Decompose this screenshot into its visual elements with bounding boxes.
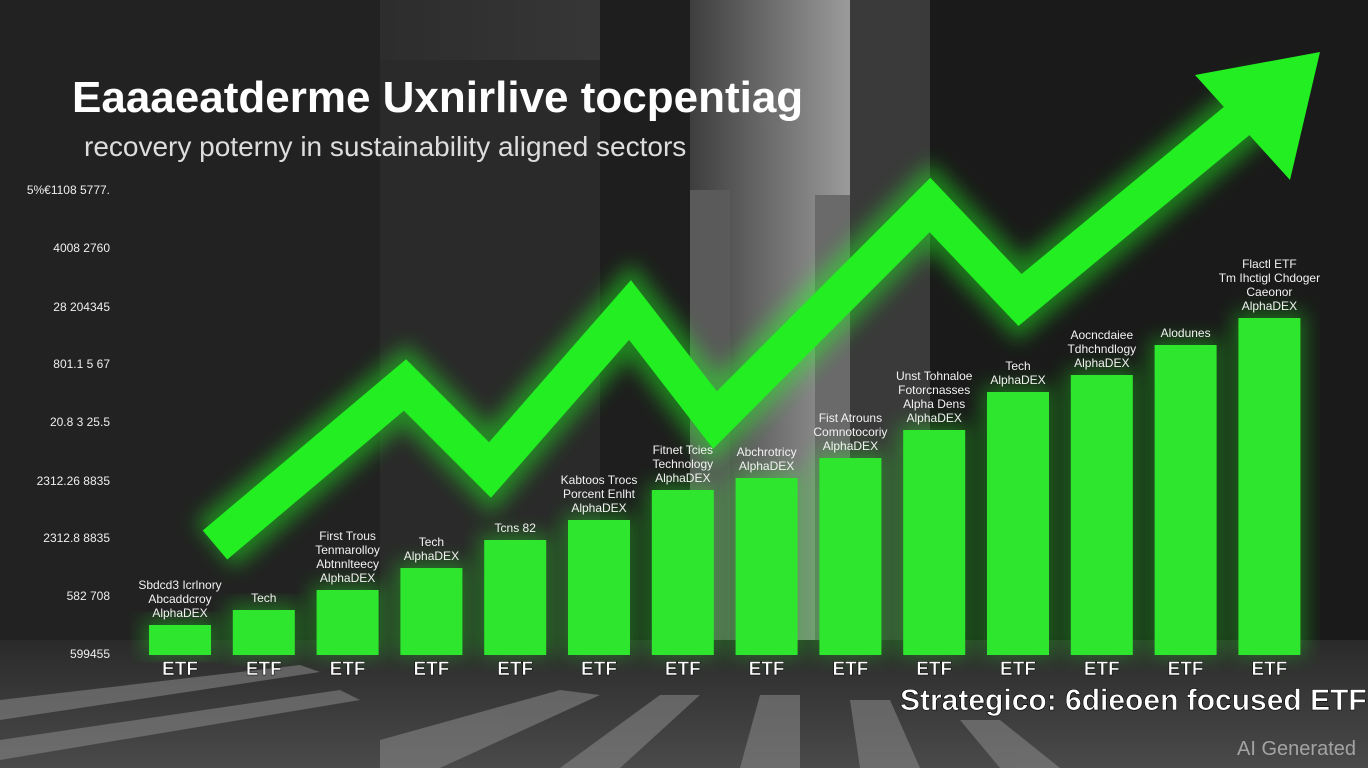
- bar-annotation: Fotorcnasses: [898, 383, 970, 397]
- axis-labels: 5%€1108 5777. 4008 2760 28 204345 801.1 5 6…: [27, 183, 111, 661]
- bar-label: ETF: [1168, 659, 1204, 680]
- bar: [1070, 375, 1133, 655]
- bar-annotation: Tdhchndlogy: [1067, 342, 1136, 356]
- bar-annotation: Porcent Enlht: [563, 487, 636, 501]
- bar-annotation: Abcaddcroy: [148, 592, 211, 606]
- bar-annotation: AlphaDEX: [320, 571, 375, 585]
- bar-annotation: AlphaDEX: [655, 471, 710, 485]
- bar-annotation: Abtnnlteecy: [316, 557, 379, 571]
- title: Eaaaeatderme Uxnirlive tocpentiag: [72, 73, 803, 122]
- watermark: AI Generated: [1237, 738, 1356, 760]
- bar-annotation: AlphaDEX: [990, 373, 1045, 387]
- bar-annotation: AlphaDEX: [1242, 299, 1297, 313]
- caption: Strategico: 6dieoen focused ETF: [900, 684, 1367, 717]
- bar-annotation: Aocncdaiee: [1070, 328, 1133, 342]
- bar-label: ETF: [665, 659, 701, 680]
- bar-annotation: Tech: [419, 535, 444, 549]
- bar-label: ETF: [162, 659, 198, 680]
- bar-label: ETF: [1084, 659, 1120, 680]
- bar-label: ETF: [749, 659, 785, 680]
- bar-annotation: Tech: [251, 591, 276, 605]
- bar: [568, 520, 630, 655]
- bar-annotation: Fitnet Tcies: [653, 443, 713, 457]
- bar-annotation: Tenmarolloy: [315, 543, 380, 557]
- axis-label: 2312.26 8835: [37, 474, 111, 488]
- axis-label: 2312.8 8835: [43, 531, 110, 545]
- axis-label: 4008 2760: [53, 241, 110, 255]
- bar-annotation: First Trous: [319, 529, 376, 543]
- bar-annotation: AlphaDEX: [823, 439, 878, 453]
- bar-annotation: Fist Atrouns: [819, 411, 882, 425]
- axis-label: 28 204345: [53, 300, 110, 314]
- bar-label: ETF: [1000, 659, 1036, 680]
- bar-annotation: Alodunes: [1161, 326, 1211, 340]
- axis-label: 582 708: [67, 589, 111, 603]
- bar-annotation: Sbdcd3 Icrlnory: [138, 578, 221, 592]
- bar-annotation: AlphaDEX: [739, 459, 794, 473]
- trend-arrow: [195, 52, 1320, 568]
- bar: [1238, 318, 1301, 655]
- bar-annotation: AlphaDEX: [1074, 356, 1129, 370]
- bar-annotation: Alpha Dens: [903, 397, 965, 411]
- bar-annotation: Tm Ihctigl Chdoger: [1219, 271, 1320, 285]
- axis-label: 801.1 5 67: [53, 357, 110, 371]
- bar: [651, 490, 714, 655]
- bar: [987, 392, 1049, 655]
- bar-label: ETF: [246, 659, 282, 680]
- bar-label: ETF: [581, 659, 617, 680]
- bar: [819, 458, 882, 655]
- bar-label: ETF: [497, 659, 533, 680]
- bar-label: ETF: [832, 659, 868, 680]
- bar-annotation: Tcns 82: [495, 521, 537, 535]
- bar: [316, 590, 379, 655]
- bar: [735, 478, 798, 655]
- bar-annotation: Caeonor: [1246, 285, 1292, 299]
- bar-annotation: Comnotocoriy: [813, 425, 887, 439]
- subtitle: recovery poterny in sustainability align…: [84, 131, 686, 162]
- bar-label: ETF: [413, 659, 449, 680]
- bar-annotation: Kabtoos Trocs: [561, 473, 638, 487]
- bar-annotation: Technology: [652, 457, 713, 471]
- bar-annotation: Flactl ETF: [1242, 257, 1297, 271]
- bar-annotation: Tech: [1005, 359, 1030, 373]
- bar-annotation: AlphaDEX: [152, 606, 207, 620]
- bar-annotation: AlphaDEX: [907, 411, 962, 425]
- axis-label: 5%€1108 5777.: [27, 183, 110, 197]
- bar: [232, 610, 295, 655]
- bar-label: ETF: [330, 659, 366, 680]
- axis-label: 20.8 3 25.5: [50, 415, 110, 429]
- bar: [400, 568, 463, 655]
- bar: [903, 430, 966, 655]
- bar-annotation: Abchrotricy: [737, 445, 797, 459]
- bar: [1154, 345, 1217, 655]
- axis-label: 599455: [70, 647, 110, 661]
- bar-annotation: AlphaDEX: [404, 549, 459, 563]
- bar-annotation: Unst Tohnaloe: [896, 369, 973, 383]
- bar-annotation: AlphaDEX: [571, 501, 626, 515]
- crosswalk: [0, 665, 1060, 768]
- bar: [149, 625, 211, 655]
- bar-label: ETF: [1251, 659, 1287, 680]
- bar: [484, 540, 547, 655]
- bar-label: ETF: [916, 659, 952, 680]
